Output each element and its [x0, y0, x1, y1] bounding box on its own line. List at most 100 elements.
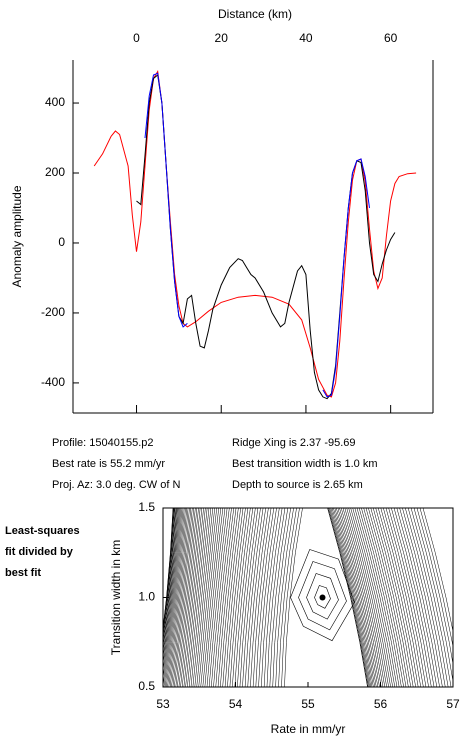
- x-tick-label: 40: [299, 31, 313, 45]
- contour-line: [163, 508, 181, 681]
- contour-line: [269, 508, 289, 687]
- y-tick-label: 200: [45, 165, 65, 179]
- contour-line: [391, 508, 432, 687]
- plot-frame: [73, 60, 433, 413]
- contour-line: [383, 508, 424, 687]
- contour-line: [354, 508, 396, 687]
- contour-line: [163, 508, 183, 687]
- contour-line: [194, 508, 214, 687]
- contour-line: [188, 508, 208, 687]
- contour-line: [174, 508, 193, 687]
- contour-line: [346, 508, 387, 687]
- contour-line: [328, 508, 370, 687]
- contour-line: [330, 508, 372, 687]
- contour-line: [163, 508, 177, 655]
- contour-line: [198, 508, 217, 687]
- contour-line: [178, 508, 198, 687]
- data-line: [136, 74, 396, 400]
- contour-line: [163, 508, 179, 667]
- x-axis-label: Distance (km): [218, 7, 292, 21]
- contour-line: [405, 508, 446, 687]
- contour-line: [168, 508, 188, 687]
- info-text: Profile: 15040155.p2: [52, 437, 154, 449]
- contour-line: [368, 508, 409, 687]
- contour-line: [375, 508, 416, 687]
- contour-line: [239, 508, 259, 687]
- contour-line: [208, 508, 228, 687]
- y-axis-label: Anomaly amplitude: [10, 185, 24, 287]
- contour-line: [361, 508, 402, 687]
- side-label: best fit: [5, 567, 41, 579]
- contour-line: [306, 573, 339, 620]
- contour-line: [183, 508, 203, 687]
- contour-line: [258, 508, 277, 687]
- side-label: fit divided by: [5, 546, 74, 558]
- side-label: Least-squares: [5, 525, 80, 537]
- contour-line: [169, 508, 189, 687]
- contour-line: [275, 508, 294, 687]
- contour-line: [261, 508, 280, 687]
- y-tick-label: 1.0: [138, 590, 155, 604]
- contour-line: [337, 508, 379, 687]
- x-tick-label: 60: [384, 31, 398, 45]
- contour-line: [348, 508, 389, 687]
- y-tick-label: 0.5: [138, 679, 155, 693]
- contour-line: [163, 508, 174, 634]
- contour-line: [222, 508, 241, 687]
- contour-line: [252, 508, 272, 687]
- contour-line: [204, 508, 224, 687]
- contour-line: [281, 508, 300, 687]
- x-tick-label: 53: [156, 697, 170, 711]
- contour-line: [196, 508, 215, 687]
- contour-line: [163, 508, 176, 649]
- contour-line: [171, 508, 190, 687]
- contour-line: [163, 508, 180, 674]
- contour-line: [181, 508, 201, 687]
- contour-line: [410, 508, 452, 687]
- contour-line: [380, 508, 422, 687]
- info-text: Proj. Az: 3.0 deg. CW of N: [52, 479, 180, 491]
- contour-line: [340, 508, 382, 687]
- contour-line: [396, 508, 438, 687]
- contour-line: [185, 508, 204, 687]
- contour-line: [220, 508, 239, 687]
- best-fit-point: [319, 594, 326, 601]
- contour-line: [339, 508, 380, 687]
- y-tick-label: 1.5: [138, 500, 155, 514]
- contour-line: [352, 508, 393, 687]
- contour-line: [217, 508, 237, 687]
- contour-line: [192, 508, 212, 687]
- contour-line: [342, 508, 384, 687]
- contour-line: [419, 508, 453, 648]
- contour-line: [163, 508, 175, 637]
- contour-line: [290, 549, 355, 642]
- contour-line: [266, 508, 286, 687]
- contour-line: [167, 508, 186, 687]
- contour-line: [211, 508, 230, 687]
- contour-line: [407, 508, 449, 687]
- contour-line: [202, 508, 222, 687]
- contour-line: [402, 508, 443, 687]
- contour-line: [365, 508, 407, 687]
- contour-line: [163, 508, 175, 640]
- y-tick-label: 400: [45, 95, 65, 109]
- contour-line: [244, 508, 264, 687]
- contour-line: [237, 508, 256, 687]
- contour-line: [393, 508, 435, 687]
- contour-line: [334, 508, 376, 687]
- x-tick-label: 57: [446, 697, 460, 711]
- contour-line: [255, 508, 275, 687]
- contour-line: [422, 508, 453, 633]
- contour-line: [314, 585, 331, 609]
- y-tick-label: -400: [41, 375, 65, 389]
- contour-line: [350, 508, 391, 687]
- x-tick-label: 0: [133, 31, 140, 45]
- x-tick-label: 55: [301, 697, 315, 711]
- data-line: [93, 70, 417, 398]
- contour-line: [327, 508, 369, 687]
- contour-line: [229, 508, 249, 687]
- y-tick-label: -200: [41, 305, 65, 319]
- contour-line: [175, 508, 195, 687]
- contour-line: [190, 508, 210, 687]
